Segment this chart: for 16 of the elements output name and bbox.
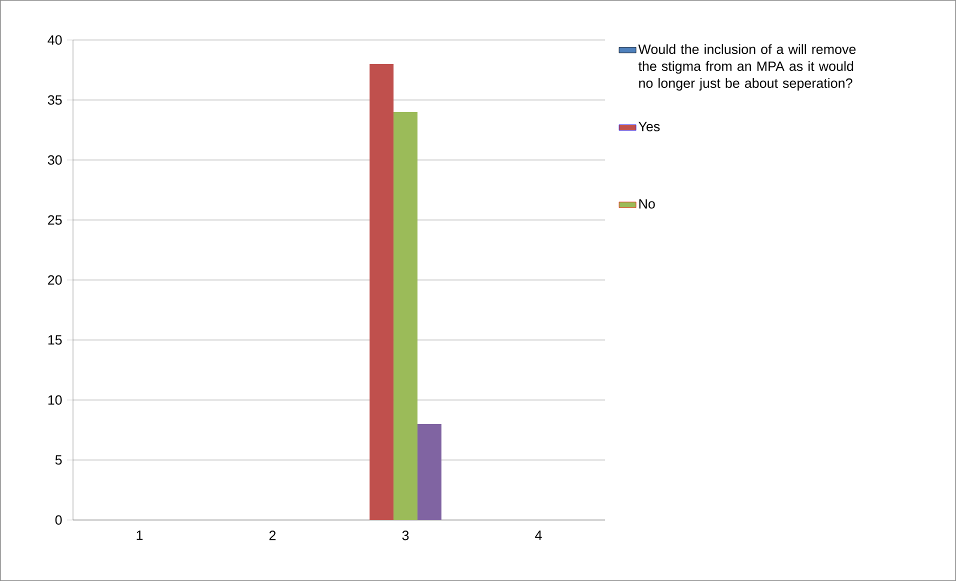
y-tick-label: 20 — [48, 275, 62, 285]
x-tick-label: 4 — [535, 530, 542, 540]
y-tick-label: 0 — [55, 515, 62, 525]
y-tick-label: 40 — [48, 35, 62, 45]
y-tick-label: 5 — [55, 455, 62, 465]
x-tick-label: 3 — [402, 530, 409, 540]
y-tick-label: 15 — [48, 335, 62, 345]
y-tick-label: 30 — [48, 155, 62, 165]
y-tick-label: 25 — [48, 215, 62, 225]
x-tick-label: 1 — [136, 530, 143, 540]
y-tick-label: 10 — [48, 395, 62, 405]
legend-label: Yes — [638, 122, 660, 132]
x-tick-label: 2 — [269, 530, 276, 540]
legend-label: No — [639, 199, 655, 209]
y-tick-label: 35 — [48, 95, 62, 105]
legend-label: Would the inclusion of a will remove the stigma from an MPA as it would no longer just be about seperation? — [638, 44, 856, 91]
